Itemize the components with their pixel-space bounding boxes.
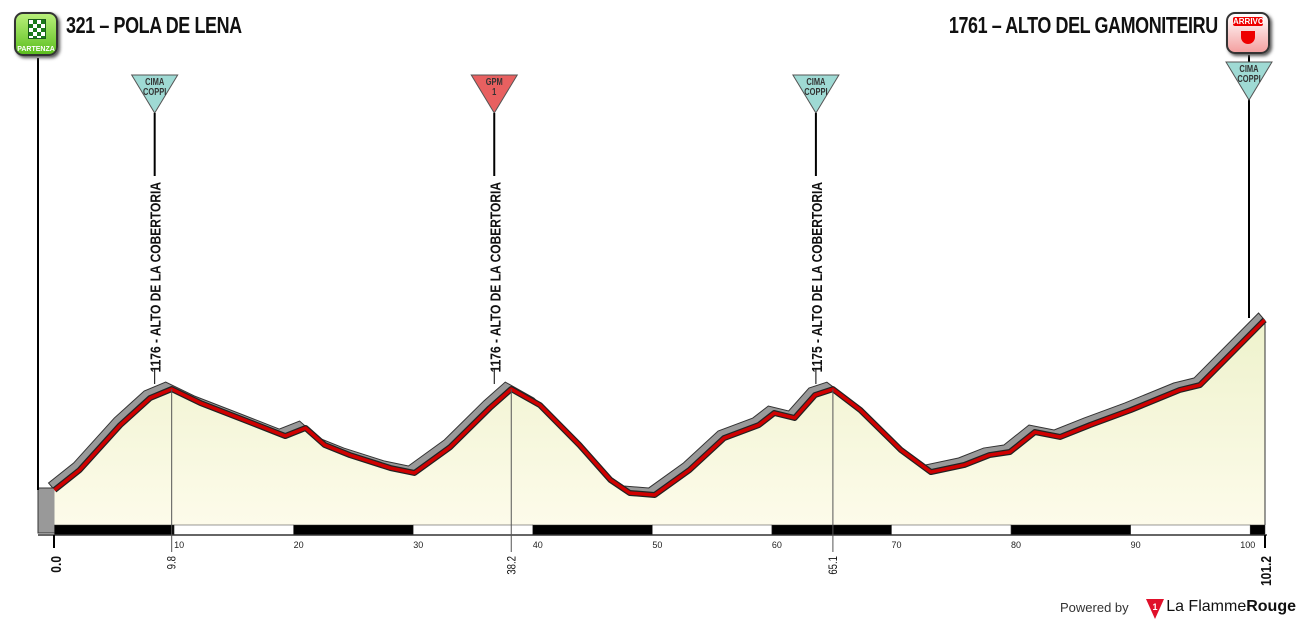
scale-bar-segment (54, 524, 175, 536)
marker-text: COPPI (804, 86, 827, 97)
marker-text: CIMA (806, 76, 826, 87)
x-tick-label: 20 (294, 540, 304, 550)
brand-name-b: Rouge (1246, 598, 1296, 615)
climb-km-label: 65.1 (827, 556, 840, 575)
x-tick-label: 70 (891, 540, 901, 550)
marker-text: 1 (492, 86, 496, 97)
marker-text: COPPI (143, 86, 166, 97)
scale-bar-segment (1249, 524, 1266, 536)
x-tick-label: 40 (533, 540, 543, 550)
finish-arrivo-icon: ARRIVO (1226, 12, 1270, 54)
scale-bar-segment (173, 524, 294, 536)
flamme-rouge-icon: 1 (1146, 599, 1164, 619)
marker-text: GPM (486, 76, 503, 87)
scale-bar-segment (293, 524, 414, 536)
svg-text:1: 1 (1152, 602, 1157, 612)
start-flag-icon: PARTENZA (14, 12, 58, 56)
scale-bar-segment (891, 524, 1012, 536)
climb-km-label: 38.2 (505, 556, 518, 575)
climb-label: 1176 - ALTO DE LA COBERTORIA (147, 182, 164, 373)
profile-area (54, 319, 1265, 525)
start-badge-text: PARTENZA (17, 46, 55, 53)
powered-by-text: Powered by (1060, 600, 1129, 615)
scale-bar-segment (652, 524, 773, 536)
marker-text: COPPI (1237, 73, 1260, 84)
scale-bar-segment (412, 524, 534, 536)
finish-title: 1761 – ALTO DEL GAMONITEIRU (949, 12, 1218, 38)
x-tick-label: 90 (1131, 540, 1141, 550)
start-title: 321 – POLA DE LENA (66, 12, 242, 38)
cima-coppi-marker-icon (792, 74, 840, 114)
marker-text: CIMA (145, 76, 165, 87)
climb-label: 1175 - ALTO DE LA COBERTORIA (809, 182, 826, 373)
climb-km-label: 9.8 (166, 556, 179, 569)
scale-bar-segment (771, 524, 892, 536)
x-tick-label: 50 (652, 540, 662, 550)
finish-km-label: 101.2 (1258, 556, 1275, 586)
start-block (37, 487, 56, 534)
brand-name-a: La Flamme (1166, 598, 1247, 615)
x-tick-label: 30 (413, 540, 423, 550)
scale-bar-segment (1130, 524, 1251, 536)
cima-coppi-marker-icon (130, 74, 179, 114)
x-tick-label: 100 (1240, 540, 1255, 550)
profile-line (53, 318, 1266, 497)
scale-bar-segment (532, 524, 653, 536)
scale-bar-segment (1010, 524, 1131, 536)
climb-label: 1176 - ALTO DE LA COBERTORIA (487, 182, 504, 373)
marker-text: CIMA (1239, 63, 1259, 74)
finish-badge-text: ARRIVO (1233, 17, 1265, 26)
cima-coppi-marker-icon (1225, 61, 1273, 101)
x-tick-label: 60 (772, 540, 782, 550)
x-tick-label: 10 (174, 540, 184, 550)
gpm-marker-icon (470, 74, 519, 114)
brand-logo[interactable]: La FlammeRouge (1166, 598, 1296, 616)
start-km-label: 0.0 (48, 556, 65, 573)
x-tick-label: 80 (1011, 540, 1021, 550)
